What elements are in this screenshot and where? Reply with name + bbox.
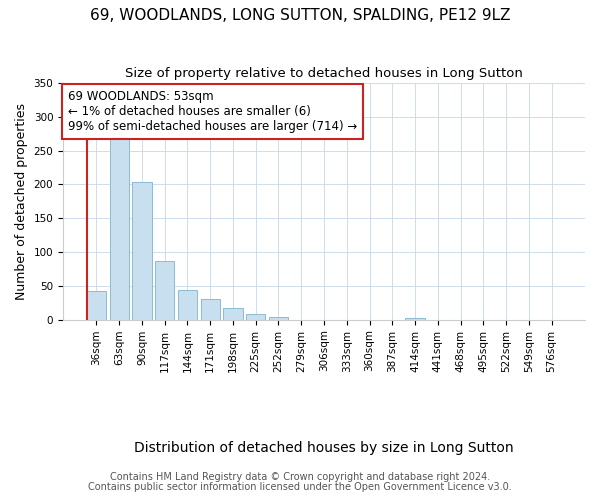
Text: Contains HM Land Registry data © Crown copyright and database right 2024.: Contains HM Land Registry data © Crown c…: [110, 472, 490, 482]
Bar: [246, 314, 265, 320]
Bar: [223, 308, 242, 320]
Title: Size of property relative to detached houses in Long Sutton: Size of property relative to detached ho…: [125, 68, 523, 80]
X-axis label: Distribution of detached houses by size in Long Sutton: Distribution of detached houses by size …: [134, 441, 514, 455]
Bar: [87, 292, 106, 320]
Bar: [132, 182, 152, 320]
Text: 69, WOODLANDS, LONG SUTTON, SPALDING, PE12 9LZ: 69, WOODLANDS, LONG SUTTON, SPALDING, PE…: [90, 8, 510, 22]
Bar: [110, 123, 129, 320]
Text: 69 WOODLANDS: 53sqm
← 1% of detached houses are smaller (6)
99% of semi-detached: 69 WOODLANDS: 53sqm ← 1% of detached hou…: [68, 90, 358, 133]
Y-axis label: Number of detached properties: Number of detached properties: [15, 103, 28, 300]
Bar: [178, 290, 197, 320]
Bar: [269, 317, 288, 320]
Bar: [155, 261, 175, 320]
Bar: [406, 318, 425, 320]
Text: Contains public sector information licensed under the Open Government Licence v3: Contains public sector information licen…: [88, 482, 512, 492]
Bar: [200, 300, 220, 320]
